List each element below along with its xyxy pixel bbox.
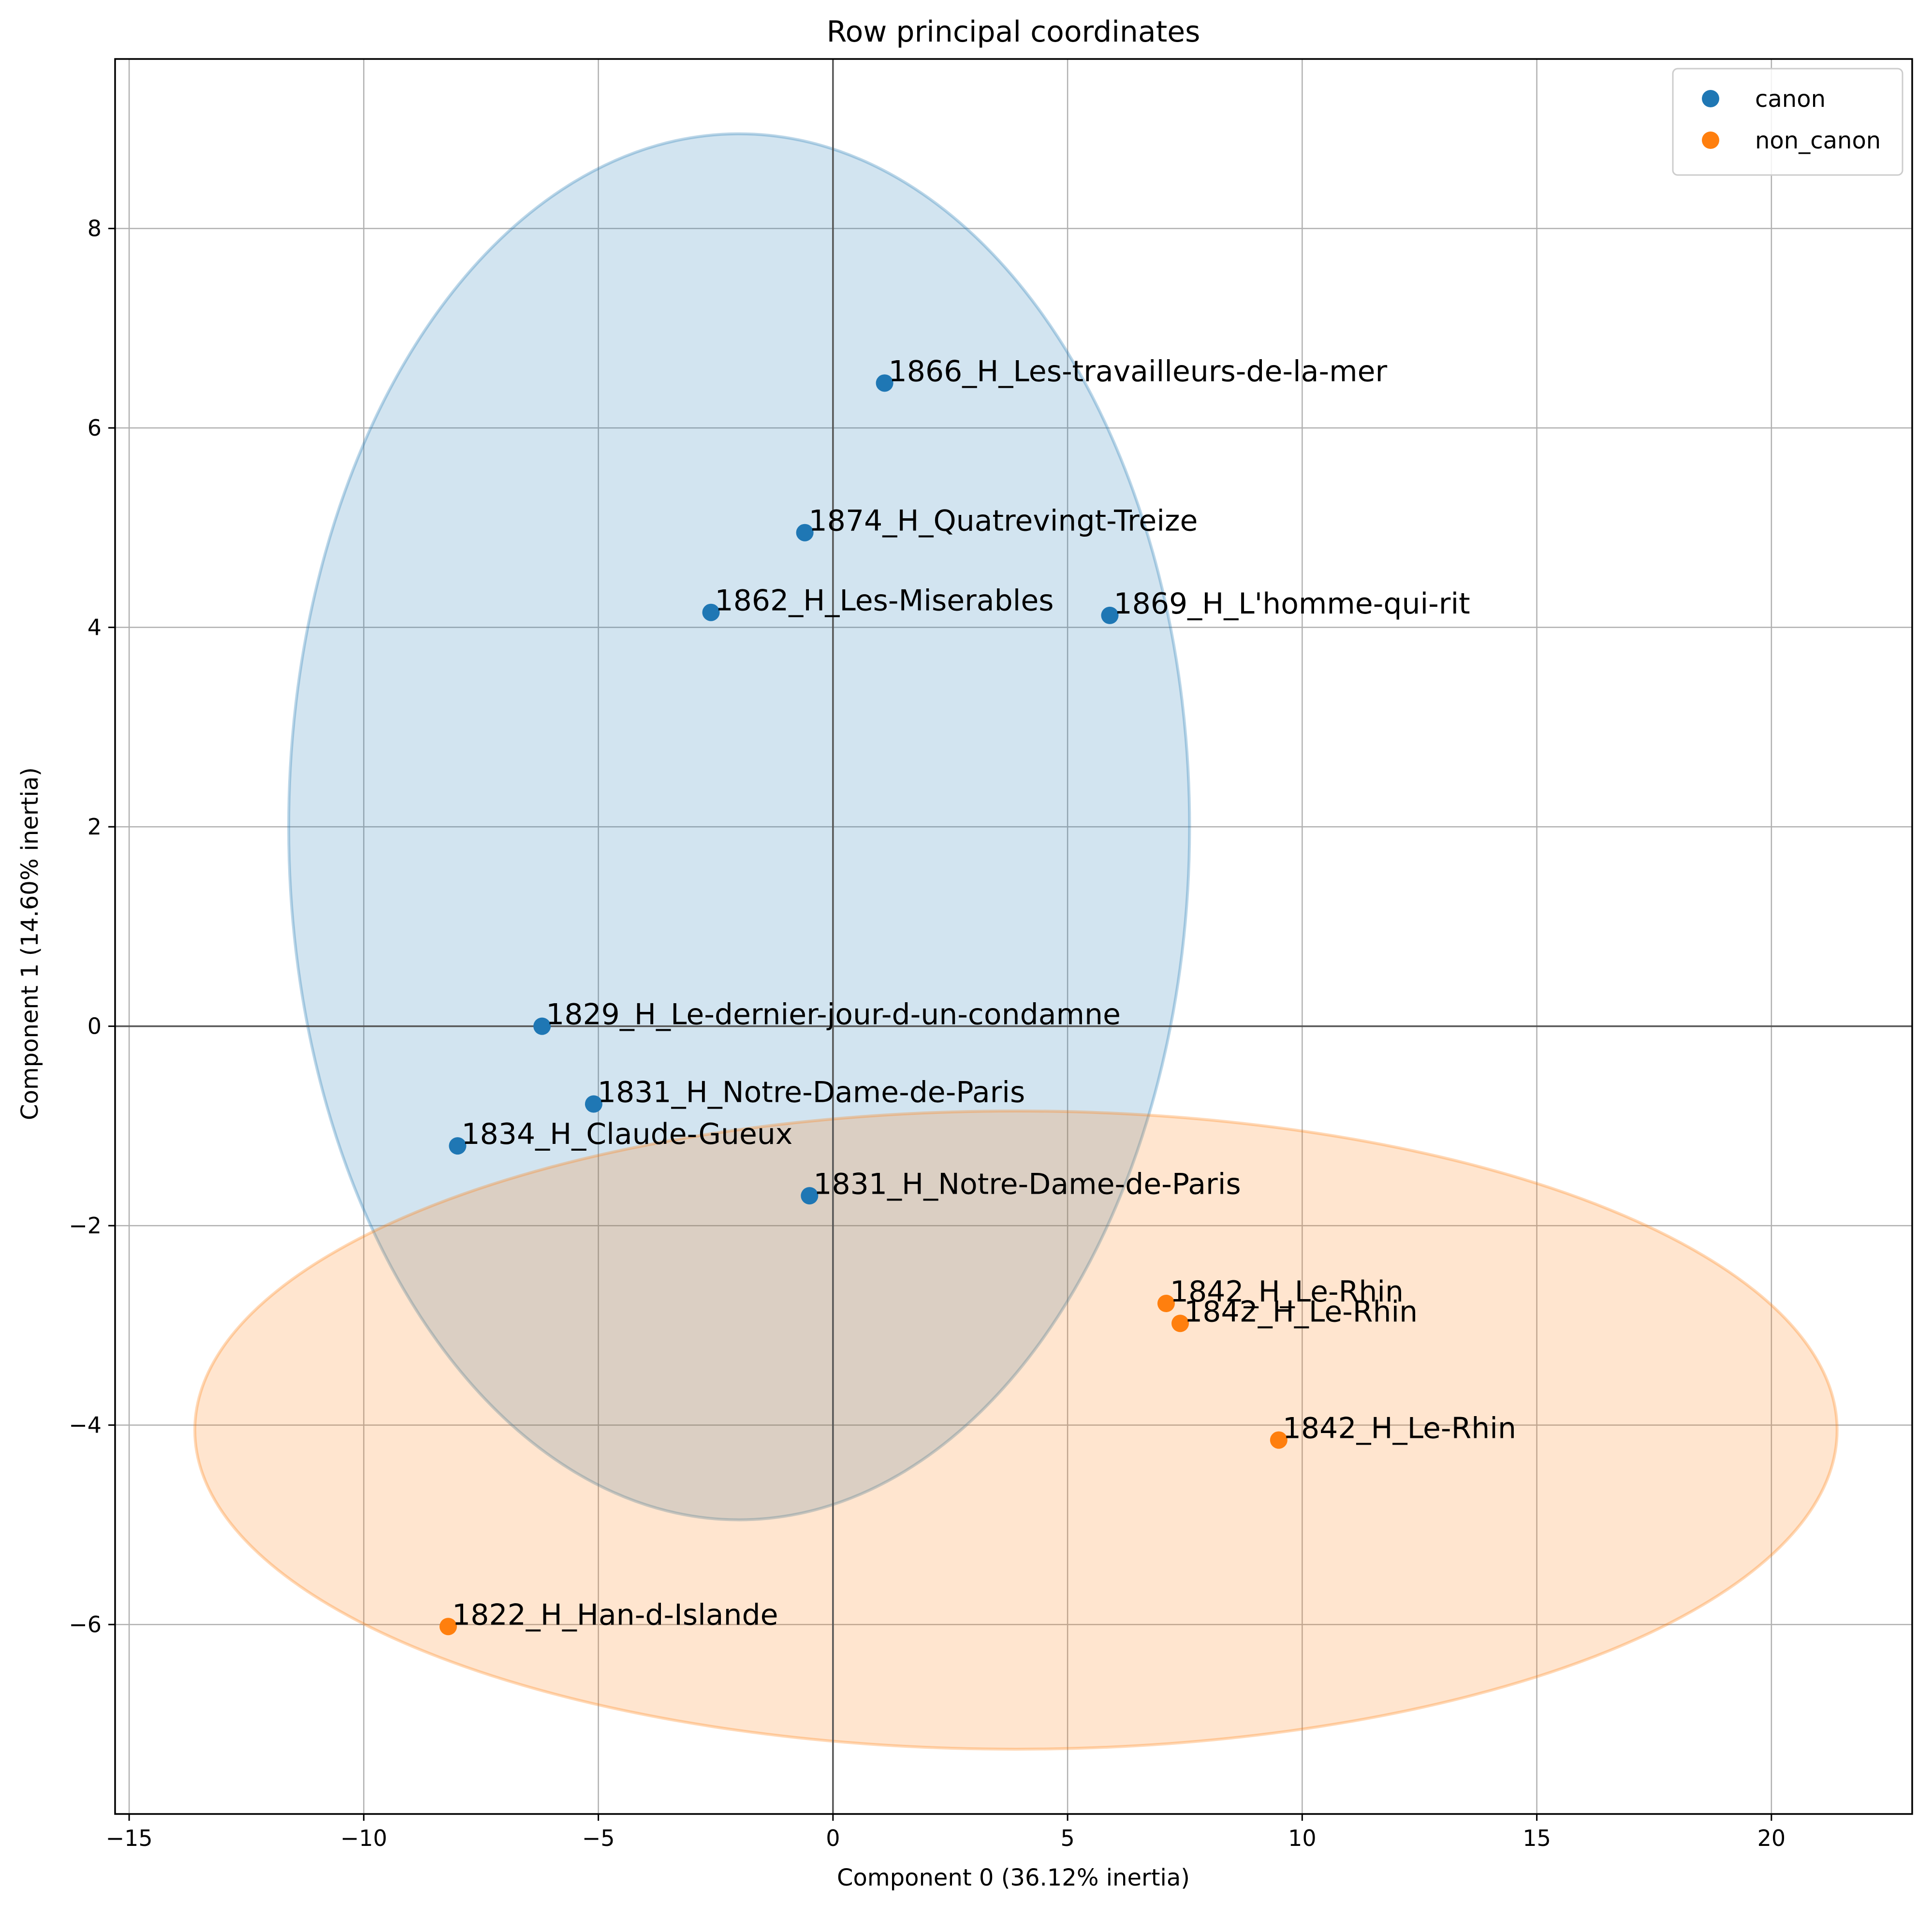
legend-marker-non_canon xyxy=(1702,132,1719,149)
canon-point[interactable] xyxy=(449,1137,467,1155)
canon-point[interactable] xyxy=(1101,606,1119,624)
y-tick-label: 2 xyxy=(88,814,102,840)
canon-point[interactable] xyxy=(876,374,893,392)
legend-box xyxy=(1672,68,1903,176)
canon-point[interactable] xyxy=(585,1095,602,1113)
canon-point[interactable] xyxy=(796,524,814,541)
point-label: 1834_H_Claude-Gueux xyxy=(461,1117,792,1151)
non_canon-point[interactable] xyxy=(1270,1431,1288,1449)
x-axis-label: Component 0 (36.12% inertia) xyxy=(837,1864,1190,1891)
non_canon-ellipse xyxy=(193,1109,1839,1751)
canon-point[interactable] xyxy=(801,1187,819,1205)
legend-marker-canon xyxy=(1702,90,1719,107)
x-tick-label: −10 xyxy=(340,1825,387,1851)
non_canon-point[interactable] xyxy=(1157,1295,1175,1312)
x-tick-label: 0 xyxy=(826,1825,840,1851)
x-tick-label: 20 xyxy=(1757,1825,1786,1851)
y-tick-label: 4 xyxy=(88,614,102,641)
x-tick-label: −15 xyxy=(106,1825,153,1851)
legend-label-canon: canon xyxy=(1755,86,1826,113)
y-tick-label: −4 xyxy=(69,1412,102,1438)
point-label: 1831_H_Notre-Dame-de-Paris xyxy=(598,1076,1025,1110)
origin-lines xyxy=(115,59,1912,1814)
non_canon-point[interactable] xyxy=(439,1618,457,1636)
point-label: 1829_H_Le-dernier-jour-d-un-condamne xyxy=(546,998,1121,1032)
axis-ticks: −15 −10 −5 0 5 10 15 20 −6 −4 −2 0 2 4 6 8 xyxy=(69,216,1786,1851)
legend-label-non_canon: non_canon xyxy=(1755,127,1881,154)
y-tick-label: −2 xyxy=(69,1213,102,1239)
point-label: 1874_H_Quatrevingt-Treize xyxy=(809,504,1198,538)
x-tick-label: 5 xyxy=(1060,1825,1074,1851)
point-label: 1842_H_Le-Rhin xyxy=(1170,1275,1404,1309)
x-tick-label: 15 xyxy=(1522,1825,1551,1851)
plot-frame xyxy=(114,58,1913,1815)
non_canon-point[interactable] xyxy=(1171,1315,1189,1332)
confidence-ellipses xyxy=(193,132,1839,1751)
point-label: 1822_H_Han-d-Islande xyxy=(452,1598,778,1632)
y-axis-label: Component 1 (14.60% inertia) xyxy=(16,767,44,1120)
y-tick-label: −6 xyxy=(69,1611,102,1638)
point-label: 1869_H_L'homme-qui-rit xyxy=(1113,587,1470,621)
y-tick-label: 6 xyxy=(88,415,102,441)
point-label: 1842_H_Le-Rhin xyxy=(1283,1412,1516,1446)
point-label: 1862_H_Les-Miserables xyxy=(715,584,1054,618)
point-label: 1866_H_Les-travailleurs-de-la-mer xyxy=(889,354,1388,388)
chart-title: Row principal coordinates xyxy=(827,15,1200,49)
x-tick-label: 10 xyxy=(1288,1825,1317,1851)
point-labels: 1866_H_Les-travailleurs-de-la-mer 1874_H_… xyxy=(452,354,1516,1632)
grid-lines xyxy=(115,59,1912,1814)
point-label: 1842_H_Le-Rhin xyxy=(1184,1295,1418,1329)
y-tick-label: 8 xyxy=(88,216,102,242)
canon-ellipse xyxy=(287,132,1191,1521)
legend: canon non_canon xyxy=(1672,68,1903,176)
canon-point[interactable] xyxy=(533,1017,551,1035)
y-tick-label: 0 xyxy=(88,1013,102,1039)
x-tick-label: −5 xyxy=(582,1825,615,1851)
point-label: 1831_H_Notre-Dame-de-Paris xyxy=(813,1167,1241,1201)
data-points xyxy=(439,374,1288,1636)
canon-point[interactable] xyxy=(702,603,720,621)
